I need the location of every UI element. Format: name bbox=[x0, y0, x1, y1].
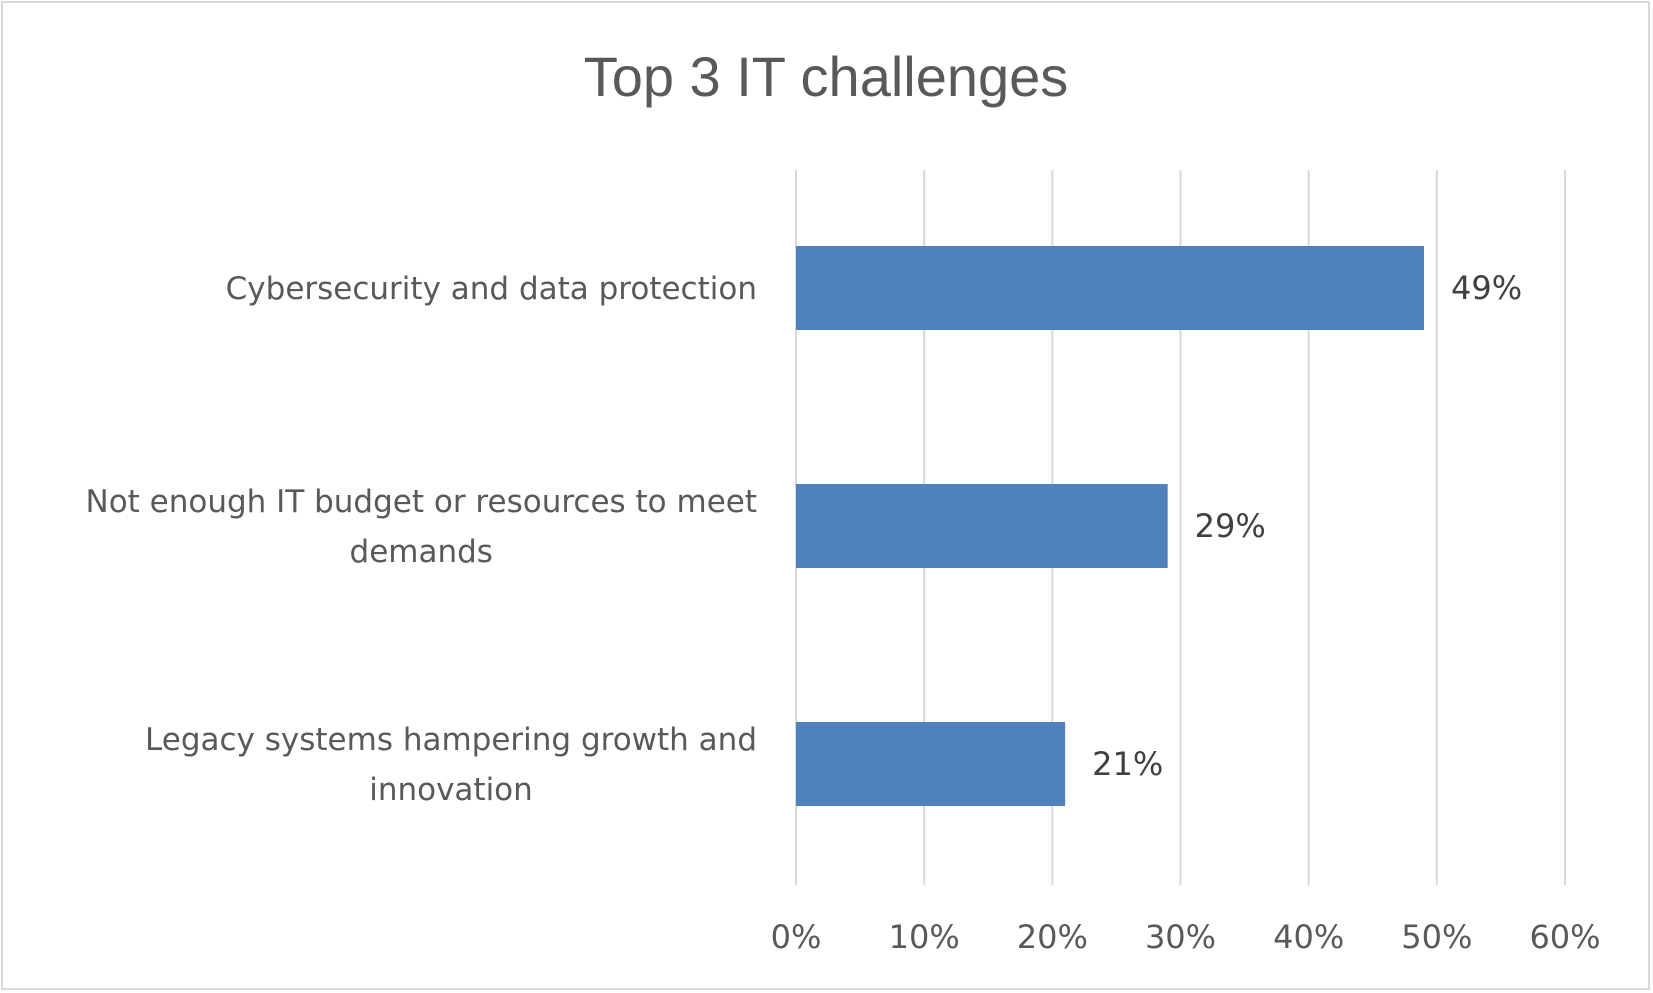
chart-title: Top 3 IT challenges bbox=[584, 45, 1069, 108]
x-tick-label-60: 60% bbox=[1529, 918, 1600, 956]
bar-2 bbox=[796, 484, 1168, 568]
x-tick-label-50: 50% bbox=[1401, 918, 1472, 956]
bars bbox=[796, 246, 1425, 806]
data-label-3: 21% bbox=[1092, 745, 1163, 783]
category-label-3: Legacy systems hampering growth and innov… bbox=[145, 722, 757, 808]
category-label-2: Not enough IT budget or resources to mee… bbox=[86, 484, 758, 570]
x-tick-label-20: 20% bbox=[1017, 918, 1088, 956]
data-labels: 49% 29% 21% bbox=[1092, 269, 1522, 783]
category-label-1: Cybersecurity and data protection bbox=[226, 271, 757, 307]
bar-3 bbox=[796, 722, 1066, 806]
bar-1 bbox=[796, 246, 1425, 330]
x-axis-tick-labels: 0% 10% 20% 30% 40% 50% 60% bbox=[771, 918, 1601, 956]
x-tick-label-10: 10% bbox=[889, 918, 960, 956]
data-label-2: 29% bbox=[1195, 507, 1266, 545]
data-label-1: 49% bbox=[1451, 269, 1522, 307]
category-labels: Cybersecurity and data protection Not eno… bbox=[86, 271, 758, 808]
x-tick-label-0: 0% bbox=[771, 918, 822, 956]
x-tick-label-30: 30% bbox=[1145, 918, 1216, 956]
x-tick-label-40: 40% bbox=[1273, 918, 1344, 956]
